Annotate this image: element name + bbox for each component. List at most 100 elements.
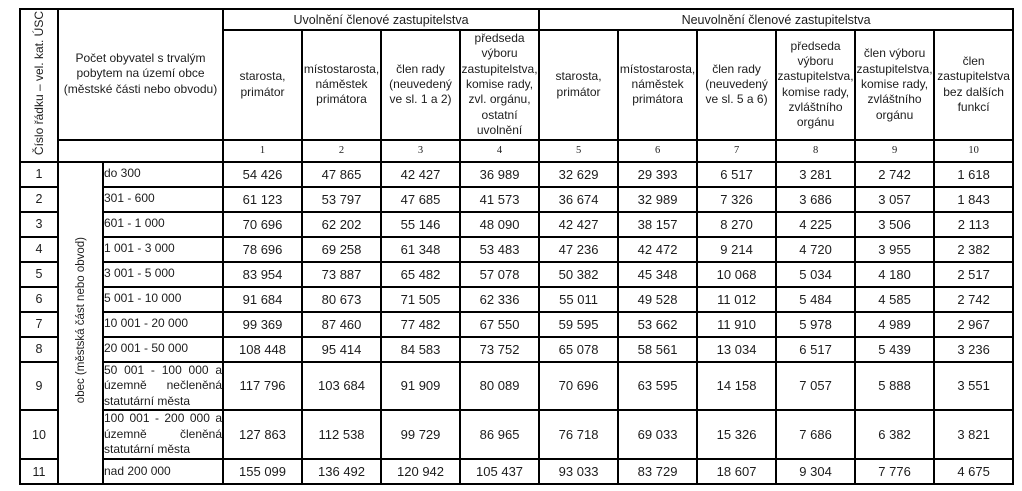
column-header-9: člen výboru zastupitelstva, komise rady,… [854,29,936,141]
table-row: 8 20 001 - 50 000 108 448 95 414 84 583 … [19,335,1015,363]
value-cell: 3 955 [854,235,936,263]
value-cell: 62 202 [301,210,383,238]
population-range: 1 001 - 3 000 [101,235,225,263]
population-range: 5 001 - 10 000 [101,285,225,313]
row-number: 6 [19,285,59,313]
value-cell: 10 068 [696,260,778,288]
value-cell: 6 382 [854,409,936,461]
value-cell: 112 538 [301,409,383,461]
column-number-4: 4 [459,138,541,163]
value-cell: 7 326 [696,185,778,213]
value-cell: 14 158 [696,360,778,412]
row-number: 7 [19,310,59,338]
value-cell: 99 369 [222,310,304,338]
value-cell: 4 180 [854,260,936,288]
column-number-5: 5 [538,138,620,163]
value-cell: 2 742 [933,285,1015,313]
population-range: 3 001 - 5 000 [101,260,225,288]
value-cell: 7 686 [775,409,857,461]
value-cell: 32 629 [538,160,620,188]
row-number-column-label: Číslo řádku – vel. kat. ÚSC [32,10,46,155]
value-cell: 105 437 [459,458,541,486]
value-cell: 55 011 [538,285,620,313]
row-number: 4 [19,235,59,263]
value-cell: 3 506 [854,210,936,238]
value-cell: 4 989 [854,310,936,338]
municipality-type-cell: obec (městská část nebo obvod) [57,160,104,486]
row-number: 10 [19,409,59,461]
value-cell: 47 236 [538,235,620,263]
value-cell: 2 113 [933,210,1015,238]
value-cell: 53 483 [459,235,541,263]
value-cell: 80 673 [301,285,383,313]
municipality-type-label: obec (městská část nebo obvod) [74,237,87,404]
population-column-header: Počet obyvatel s trvalým pobytem na územ… [56,8,225,141]
value-cell: 67 550 [459,310,541,338]
value-cell: 32 989 [617,185,699,213]
value-cell: 4 225 [775,210,857,238]
column-number-blank [56,138,225,163]
value-cell: 58 561 [617,335,699,363]
value-cell: 3 281 [775,160,857,188]
value-cell: 47 685 [380,185,462,213]
value-cell: 65 482 [380,260,462,288]
value-cell: 2 967 [933,310,1015,338]
value-cell: 99 729 [380,409,462,461]
table-row: 7 10 001 - 20 000 99 369 87 460 77 482 6… [19,310,1015,338]
value-cell: 70 696 [222,210,304,238]
group-header-neuvolneni: Neuvolnění členové zastupitelstva [538,8,1015,31]
value-cell: 83 729 [617,458,699,486]
value-cell: 18 607 [696,458,778,486]
value-cell: 103 684 [301,360,383,412]
value-cell: 95 414 [301,335,383,363]
value-cell: 54 426 [222,160,304,188]
value-cell: 78 696 [222,235,304,263]
value-cell: 9 214 [696,235,778,263]
column-number-8: 8 [775,138,857,163]
value-cell: 36 989 [459,160,541,188]
salary-table: Číslo řádku – vel. kat. ÚSC Počet obyvat… [19,8,1015,486]
value-cell: 86 965 [459,409,541,461]
value-cell: 93 033 [538,458,620,486]
group-header-uvolneni: Uvolnění členové zastupitelstva [222,8,541,31]
population-range: 50 001 - 100 000 a územně nečleněná stat… [101,360,225,412]
row-number-column-header: Číslo řádku – vel. kat. ÚSC [19,8,59,163]
value-cell: 69 033 [617,409,699,461]
table-row: 2 301 - 600 61 123 53 797 47 685 41 573 … [19,185,1015,213]
value-cell: 53 797 [301,185,383,213]
value-cell: 47 865 [301,160,383,188]
value-cell: 5 439 [854,335,936,363]
column-number-9: 9 [854,138,936,163]
table-row: 6 5 001 - 10 000 91 684 80 673 71 505 62… [19,285,1015,313]
value-cell: 55 146 [380,210,462,238]
value-cell: 4 585 [854,285,936,313]
value-cell: 42 427 [380,160,462,188]
value-cell: 29 393 [617,160,699,188]
column-header-1: starosta, primátor [222,29,304,141]
value-cell: 48 090 [459,210,541,238]
value-cell: 63 595 [617,360,699,412]
value-cell: 71 505 [380,285,462,313]
row-number: 8 [19,335,59,363]
value-cell: 50 382 [538,260,620,288]
value-cell: 76 718 [538,409,620,461]
value-cell: 41 573 [459,185,541,213]
row-number: 11 [19,458,59,486]
column-header-5: starosta, primátor [538,29,620,141]
value-cell: 87 460 [301,310,383,338]
value-cell: 73 887 [301,260,383,288]
value-cell: 1 618 [933,160,1015,188]
column-number-10: 10 [933,138,1015,163]
population-range: nad 200 000 [101,458,225,486]
value-cell: 117 796 [222,360,304,412]
column-header-4: předseda výboru zastupitelstva, komise r… [459,29,541,141]
value-cell: 91 909 [380,360,462,412]
value-cell: 73 752 [459,335,541,363]
value-cell: 61 123 [222,185,304,213]
column-header-7: člen rady (neuvedený ve sl. 5 a 6) [696,29,778,141]
value-cell: 9 304 [775,458,857,486]
value-cell: 3 057 [854,185,936,213]
value-cell: 108 448 [222,335,304,363]
value-cell: 8 270 [696,210,778,238]
